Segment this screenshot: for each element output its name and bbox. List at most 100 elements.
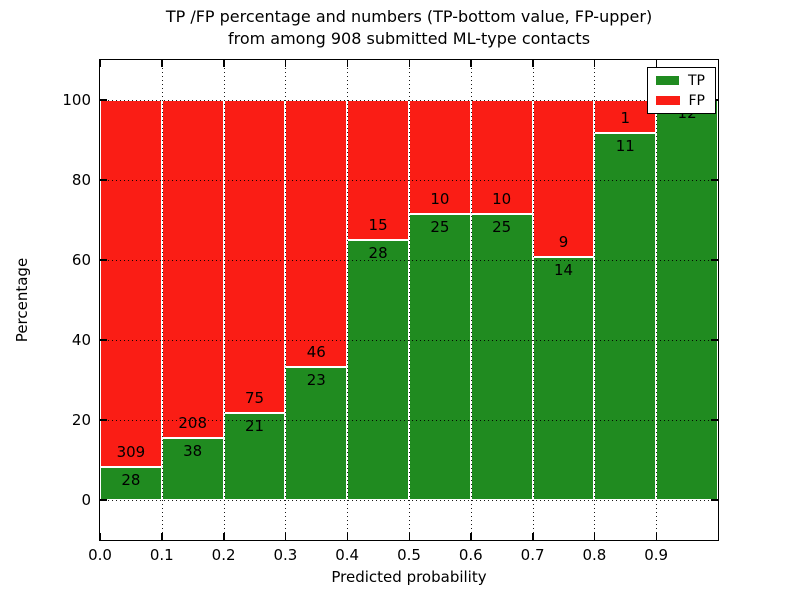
plot-area: 309282083875214623152810251025914111012 bbox=[99, 60, 718, 540]
x-tick-label: 0.3 bbox=[273, 546, 298, 564]
x-tick-mark bbox=[346, 533, 349, 540]
tp-swatch-icon bbox=[656, 76, 679, 85]
gridline-vertical bbox=[347, 60, 349, 540]
bar-count-label-fp: 10 bbox=[430, 190, 450, 209]
x-tick-mark bbox=[655, 60, 658, 67]
y-tick-label: 60 bbox=[71, 251, 91, 269]
gridline-vertical bbox=[656, 60, 658, 540]
y-tick-mark bbox=[711, 499, 718, 501]
x-axis-label: Predicted probability bbox=[331, 568, 487, 586]
x-tick-mark bbox=[470, 60, 472, 67]
legend-label-fp: FP bbox=[688, 92, 706, 109]
gridline-horizontal bbox=[100, 260, 718, 261]
y-tick-mark bbox=[711, 339, 718, 341]
bar-count-label-tp: 21 bbox=[244, 416, 265, 435]
bar-count-label-tp: 38 bbox=[183, 442, 203, 461]
bar-count-label-tp: 23 bbox=[306, 370, 326, 389]
bar-count-label-fp: 75 bbox=[244, 388, 265, 407]
bar-count-label-fp: 10 bbox=[492, 190, 512, 209]
gridline-vertical bbox=[594, 60, 596, 540]
legend-item-fp: FP bbox=[656, 94, 705, 108]
bar-segment-fp bbox=[223, 100, 286, 413]
gridline-vertical bbox=[223, 60, 225, 540]
bar-segment-tp bbox=[285, 366, 348, 500]
bar-segment-fp bbox=[100, 100, 162, 467]
bar-segment-fp bbox=[285, 100, 348, 367]
bar-count-label-fp: 208 bbox=[178, 414, 207, 433]
x-tick-label: 0.9 bbox=[644, 546, 669, 564]
bar-count-label-fp: 15 bbox=[368, 215, 388, 234]
bar-count-label-fp: 9 bbox=[558, 232, 569, 251]
chart-title: TP /FP percentage and numbers (TP-bottom… bbox=[0, 6, 800, 50]
gridline-vertical bbox=[285, 60, 287, 540]
bar-segment-tp bbox=[161, 438, 224, 500]
x-tick-label: 0.7 bbox=[520, 546, 545, 564]
x-tick-label: 0.6 bbox=[458, 546, 483, 564]
x-tick-mark bbox=[593, 533, 596, 540]
y-tick-mark bbox=[711, 179, 718, 181]
bar-segment-tp bbox=[594, 133, 657, 500]
gridline-vertical bbox=[161, 60, 163, 540]
gridline-vertical bbox=[532, 60, 534, 540]
y-tick-label: 100 bbox=[62, 91, 91, 109]
chart-title-line2: from among 908 submitted ML-type contact… bbox=[227, 29, 591, 48]
x-tick-mark bbox=[284, 60, 287, 67]
gridline-vertical bbox=[470, 60, 472, 540]
y-tick-label: 20 bbox=[71, 411, 91, 429]
gridline-horizontal bbox=[100, 500, 718, 501]
gridline-horizontal bbox=[100, 420, 718, 421]
bar-count-label-fp: 46 bbox=[306, 342, 326, 361]
x-tick-mark bbox=[161, 60, 163, 67]
legend: TP FP bbox=[647, 67, 716, 114]
y-tick-mark bbox=[100, 499, 107, 501]
bar-segment-fp bbox=[161, 100, 224, 439]
x-tick-label: 0.1 bbox=[149, 546, 174, 564]
y-tick-label: 0 bbox=[81, 491, 91, 509]
bar-count-label-fp: 309 bbox=[116, 442, 146, 461]
y-tick-mark bbox=[711, 419, 718, 421]
y-tick-label: 40 bbox=[71, 331, 91, 349]
x-tick-mark bbox=[99, 60, 101, 67]
y-tick-mark bbox=[100, 419, 107, 421]
y-tick-mark bbox=[100, 179, 107, 181]
x-tick-mark bbox=[284, 533, 287, 540]
gridline-horizontal bbox=[100, 180, 718, 181]
y-tick-mark bbox=[711, 259, 718, 261]
y-tick-label: 80 bbox=[71, 171, 91, 189]
chart-title-line1: TP /FP percentage and numbers (TP-bottom… bbox=[165, 7, 653, 26]
y-tick-mark bbox=[100, 259, 107, 261]
bar-segment-tp bbox=[656, 100, 718, 500]
x-tick-label: 0.5 bbox=[397, 546, 421, 564]
x-tick-mark bbox=[593, 60, 596, 67]
bar-count-label-tp: 25 bbox=[430, 218, 450, 237]
x-tick-mark bbox=[408, 533, 410, 540]
x-tick-label: 0.2 bbox=[211, 546, 236, 564]
x-tick-mark bbox=[655, 533, 658, 540]
x-tick-mark bbox=[408, 60, 410, 67]
x-tick-mark bbox=[532, 533, 534, 540]
x-tick-mark bbox=[223, 533, 225, 540]
bar-count-label-tp: 14 bbox=[553, 260, 574, 279]
bar-count-label-tp: 11 bbox=[615, 137, 635, 156]
gridline-vertical bbox=[409, 60, 410, 540]
x-tick-mark bbox=[161, 533, 163, 540]
x-tick-label: 0.8 bbox=[582, 546, 607, 564]
bar-count-label-fp: 1 bbox=[620, 109, 631, 128]
y-tick-mark bbox=[100, 339, 107, 341]
legend-item-tp: TP bbox=[656, 74, 705, 88]
x-tick-mark bbox=[99, 533, 101, 540]
bar-segment-tp bbox=[409, 214, 471, 500]
fp-swatch-icon bbox=[656, 96, 680, 105]
x-tick-mark bbox=[346, 60, 349, 67]
bar-segment-tp bbox=[532, 256, 595, 500]
gridline-horizontal bbox=[100, 340, 718, 341]
gridline-horizontal bbox=[100, 100, 718, 101]
bar-segment-tp bbox=[470, 214, 533, 500]
y-tick-mark bbox=[100, 99, 107, 101]
bar-count-label-tp: 28 bbox=[121, 470, 141, 489]
x-tick-label: 0.0 bbox=[88, 546, 112, 564]
bar-count-label-tp: 28 bbox=[368, 243, 388, 262]
legend-label-tp: TP bbox=[688, 72, 705, 89]
x-tick-label: 0.4 bbox=[335, 546, 360, 564]
